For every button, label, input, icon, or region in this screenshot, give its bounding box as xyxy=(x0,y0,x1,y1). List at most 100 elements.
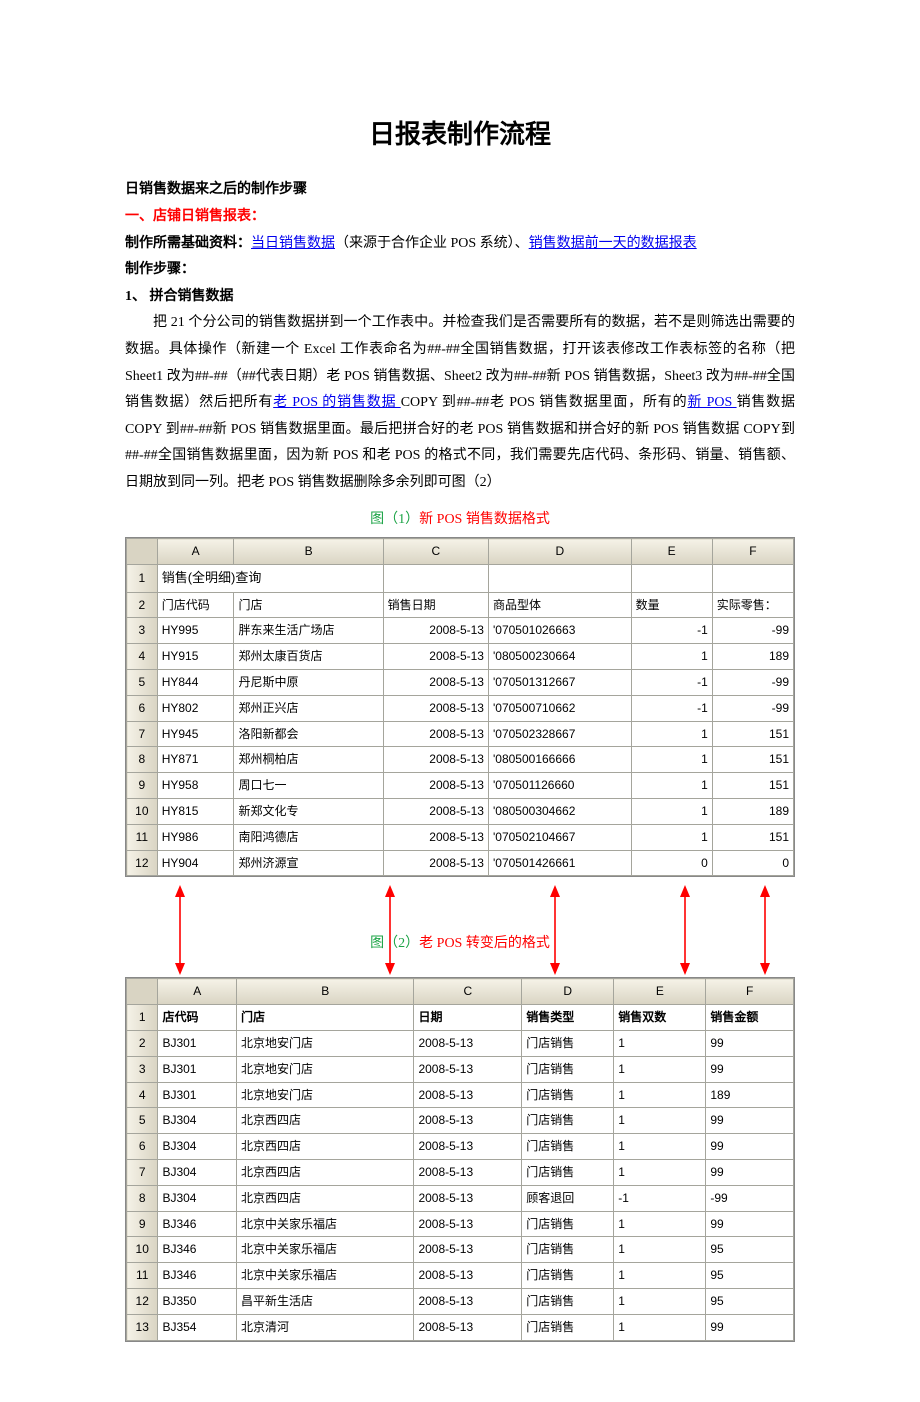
row-head: 3 xyxy=(127,618,158,644)
cell: 1 xyxy=(614,1314,706,1340)
table-row: 4BJ301北京地安门店2008-5-13门店销售1189 xyxy=(127,1082,794,1108)
cell: '070500710662 xyxy=(488,695,631,721)
sheet1-merged-title: 销售(全明细)查询 xyxy=(157,564,383,592)
cell: 郑州桐柏店 xyxy=(234,747,383,773)
table-row: 3BJ301北京地安门店2008-5-13门店销售199 xyxy=(127,1056,794,1082)
cell: 门店销售 xyxy=(522,1134,614,1160)
cell: 1 xyxy=(614,1134,706,1160)
cell: HY815 xyxy=(157,798,234,824)
cell: 99 xyxy=(706,1211,794,1237)
table-row: 6HY802郑州正兴店2008-5-13'070500710662-1-99 xyxy=(127,695,794,721)
row-head: 11 xyxy=(127,824,158,850)
row-head: 2 xyxy=(127,1030,158,1056)
table-row: 11HY986南阳鸿德店2008-5-13'0705021046671151 xyxy=(127,824,794,850)
cell: 1 xyxy=(614,1211,706,1237)
sheet1-h4: 数量 xyxy=(631,592,712,618)
sheet2-h3: 销售类型 xyxy=(522,1005,614,1031)
cell: HY871 xyxy=(157,747,234,773)
page: 日报表制作流程 日销售数据来之后的制作步骤 一、店铺日销售报表： 制作所需基础资… xyxy=(0,0,920,1402)
cell: 门店销售 xyxy=(522,1288,614,1314)
cell: HY958 xyxy=(157,773,234,799)
cell: '070502104667 xyxy=(488,824,631,850)
sheet1-h0: 门店代码 xyxy=(157,592,234,618)
row-head: 9 xyxy=(127,1211,158,1237)
cell: 2008-5-13 xyxy=(383,773,488,799)
cell: 郑州太康百货店 xyxy=(234,644,383,670)
cell: 周口七一 xyxy=(234,773,383,799)
cell: '080500166666 xyxy=(488,747,631,773)
steps-label: 制作步骤： xyxy=(125,257,795,284)
cell: -99 xyxy=(712,618,793,644)
cell: BJ346 xyxy=(158,1211,237,1237)
arrows-between-sheets: 图（2）老 POS 转变后的格式 xyxy=(125,877,795,977)
cell: 99 xyxy=(706,1134,794,1160)
cell: '070501026663 xyxy=(488,618,631,644)
cell: 门店销售 xyxy=(522,1056,614,1082)
cell: 1 xyxy=(631,824,712,850)
sheet2-header-row: 1 店代码 门店 日期 销售类型 销售双数 销售金额 xyxy=(127,1005,794,1031)
cell: 北京地安门店 xyxy=(237,1056,414,1082)
fig1-red: 新 POS 销售数据格式 xyxy=(419,512,550,527)
cell: 99 xyxy=(706,1159,794,1185)
cell: 门店销售 xyxy=(522,1082,614,1108)
table-row: 11BJ346北京中关家乐福店2008-5-13门店销售195 xyxy=(127,1263,794,1289)
link-prev-day-report[interactable]: 销售数据前一天的数据报表 xyxy=(529,236,697,251)
sheet1-merged-title-row: 1 销售(全明细)查询 xyxy=(127,564,794,592)
sheet2-h5: 销售金额 xyxy=(706,1005,794,1031)
cell: 门店销售 xyxy=(522,1108,614,1134)
table-row: 9BJ346北京中关家乐福店2008-5-13门店销售199 xyxy=(127,1211,794,1237)
link-today-sales[interactable]: 当日销售数据 xyxy=(251,236,335,251)
cell: BJ301 xyxy=(158,1082,237,1108)
col-head-B: B xyxy=(234,539,383,565)
cell: 2008-5-13 xyxy=(383,850,488,876)
cell: 0 xyxy=(712,850,793,876)
cell: '080500230664 xyxy=(488,644,631,670)
row-head: 13 xyxy=(127,1314,158,1340)
row-head: 4 xyxy=(127,1082,158,1108)
table-row: 9HY958周口七一2008-5-13'0705011266601151 xyxy=(127,773,794,799)
cell: 胖东来生活广场店 xyxy=(234,618,383,644)
col-head-C: C xyxy=(383,539,488,565)
cell: 2008-5-13 xyxy=(383,798,488,824)
cell: 99 xyxy=(706,1314,794,1340)
fig2-prefix: 图（2） xyxy=(370,936,419,951)
sheet2-table: A B C D E F 1 店代码 门店 日期 销售类型 销售双数 销售金额 2… xyxy=(126,978,794,1340)
cell: 门店销售 xyxy=(522,1314,614,1340)
cell: HY844 xyxy=(157,669,234,695)
cell: 189 xyxy=(712,798,793,824)
cell: HY915 xyxy=(157,644,234,670)
cell: 189 xyxy=(712,644,793,670)
cell: '070501126660 xyxy=(488,773,631,799)
materials-prefix: 制作所需基础资料： xyxy=(125,236,251,251)
col-head-F: F xyxy=(712,539,793,565)
cell: 2008-5-13 xyxy=(414,1030,522,1056)
sheet2-h2: 日期 xyxy=(414,1005,522,1031)
sheet1-h5: 实际零售： xyxy=(712,592,793,618)
sheet2-h4: 销售双数 xyxy=(614,1005,706,1031)
table-row: 10HY815新郑文化专2008-5-13'0805003046621189 xyxy=(127,798,794,824)
cell: 2008-5-13 xyxy=(383,695,488,721)
cell: HY995 xyxy=(157,618,234,644)
cell: -99 xyxy=(706,1185,794,1211)
row-head: 6 xyxy=(127,695,158,721)
sheet1-h3: 商品型体 xyxy=(488,592,631,618)
cell: 南阳鸿德店 xyxy=(234,824,383,850)
cell: 1 xyxy=(614,1056,706,1082)
cell: 丹尼斯中原 xyxy=(234,669,383,695)
corner-cell xyxy=(127,539,158,565)
link-old-pos-data[interactable]: 老 POS 的销售数据 xyxy=(273,395,401,410)
cell: BJ354 xyxy=(158,1314,237,1340)
cell: 1 xyxy=(631,747,712,773)
row-head: 12 xyxy=(127,850,158,876)
row-head: 8 xyxy=(127,747,158,773)
table-row: 3HY995胖东来生活广场店2008-5-13'070501026663-1-9… xyxy=(127,618,794,644)
sheet2-h0: 店代码 xyxy=(158,1005,237,1031)
page-title: 日报表制作流程 xyxy=(125,110,795,159)
link-new-pos[interactable]: 新 POS xyxy=(687,395,736,410)
row-head: 1 xyxy=(127,1005,158,1031)
row-head: 10 xyxy=(127,798,158,824)
col-head-D: D xyxy=(488,539,631,565)
cell: HY802 xyxy=(157,695,234,721)
sheet1-table: A B C D E F 1 销售(全明细)查询 2 门店代码 门店 销售日期 商… xyxy=(126,538,794,876)
cell: '070501426661 xyxy=(488,850,631,876)
